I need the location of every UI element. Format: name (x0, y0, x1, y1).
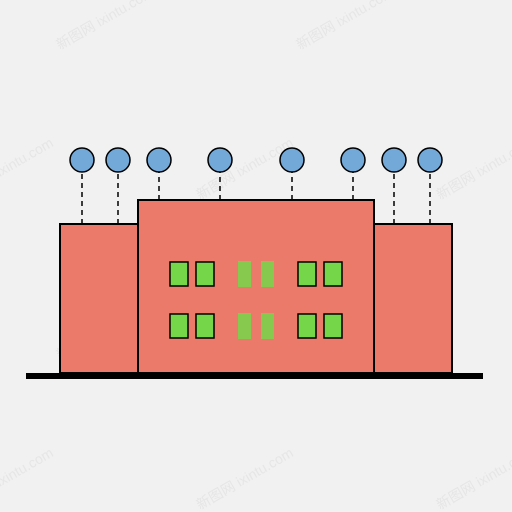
ground-line (26, 373, 483, 379)
pole-light-icon (208, 148, 232, 172)
pole-light-icon (70, 148, 94, 172)
pole-light-icon (382, 148, 406, 172)
pole-light-icon (341, 148, 365, 172)
building-window (298, 262, 316, 286)
building-right-wing (372, 224, 452, 373)
center-door-light (261, 261, 274, 287)
center-door-light (238, 313, 251, 339)
pole-light-icon (147, 148, 171, 172)
building-window (196, 262, 214, 286)
building-left-wing (60, 224, 140, 373)
center-door-light (238, 261, 251, 287)
building-window (170, 262, 188, 286)
pole-light-icon (106, 148, 130, 172)
building-window (170, 314, 188, 338)
building-window (324, 314, 342, 338)
stadium-diagram: 新图网 ixintu.com新图网 ixintu.com新图网 ixintu.c… (0, 0, 512, 512)
building-window (298, 314, 316, 338)
pole-light-icon (280, 148, 304, 172)
center-door-light (261, 313, 274, 339)
pole-light-icon (418, 148, 442, 172)
building-window (196, 314, 214, 338)
building-window (324, 262, 342, 286)
